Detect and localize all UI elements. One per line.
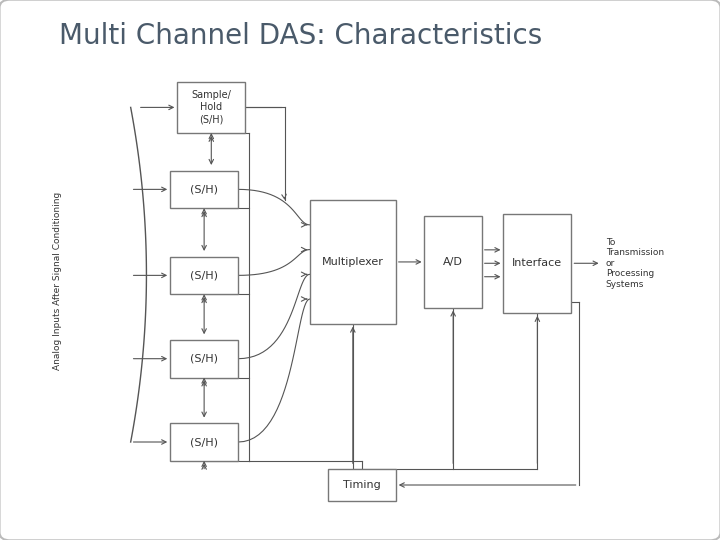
Bar — [328, 469, 396, 501]
Text: (S/H): (S/H) — [190, 184, 218, 194]
Text: (S/H): (S/H) — [190, 437, 218, 447]
Text: Sample/
Hold
(S/H): Sample/ Hold (S/H) — [192, 90, 231, 125]
Text: Analog Inputs After Signal Conditioning: Analog Inputs After Signal Conditioning — [53, 192, 62, 370]
Bar — [503, 213, 572, 313]
Bar — [170, 256, 238, 294]
Bar — [425, 216, 482, 308]
Text: Timing: Timing — [343, 480, 381, 490]
Text: A/D: A/D — [444, 257, 463, 267]
Text: Interface: Interface — [513, 258, 562, 268]
Bar — [310, 200, 396, 324]
Text: To
Transmission
or
Processing
Systems: To Transmission or Processing Systems — [606, 238, 664, 288]
Text: (S/H): (S/H) — [190, 271, 218, 280]
Text: Multi Channel DAS: Characteristics: Multi Channel DAS: Characteristics — [59, 22, 542, 50]
Bar — [170, 423, 238, 461]
Text: Multiplexer: Multiplexer — [322, 257, 384, 267]
Bar — [170, 171, 238, 208]
Bar — [170, 340, 238, 377]
Bar — [177, 82, 246, 133]
Text: (S/H): (S/H) — [190, 354, 218, 363]
